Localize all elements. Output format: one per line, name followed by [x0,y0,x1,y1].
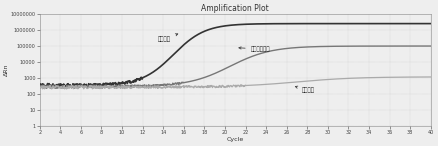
Title: Amplification Plot: Amplification Plot [201,4,269,13]
Text: 陽性標準分子: 陽性標準分子 [239,46,270,52]
Text: 陽性樣本: 陽性樣本 [295,86,315,93]
Text: 鴨基因組: 鴨基因組 [158,34,178,42]
Y-axis label: ΔRn: ΔRn [4,64,9,76]
X-axis label: Cycle: Cycle [226,137,244,142]
